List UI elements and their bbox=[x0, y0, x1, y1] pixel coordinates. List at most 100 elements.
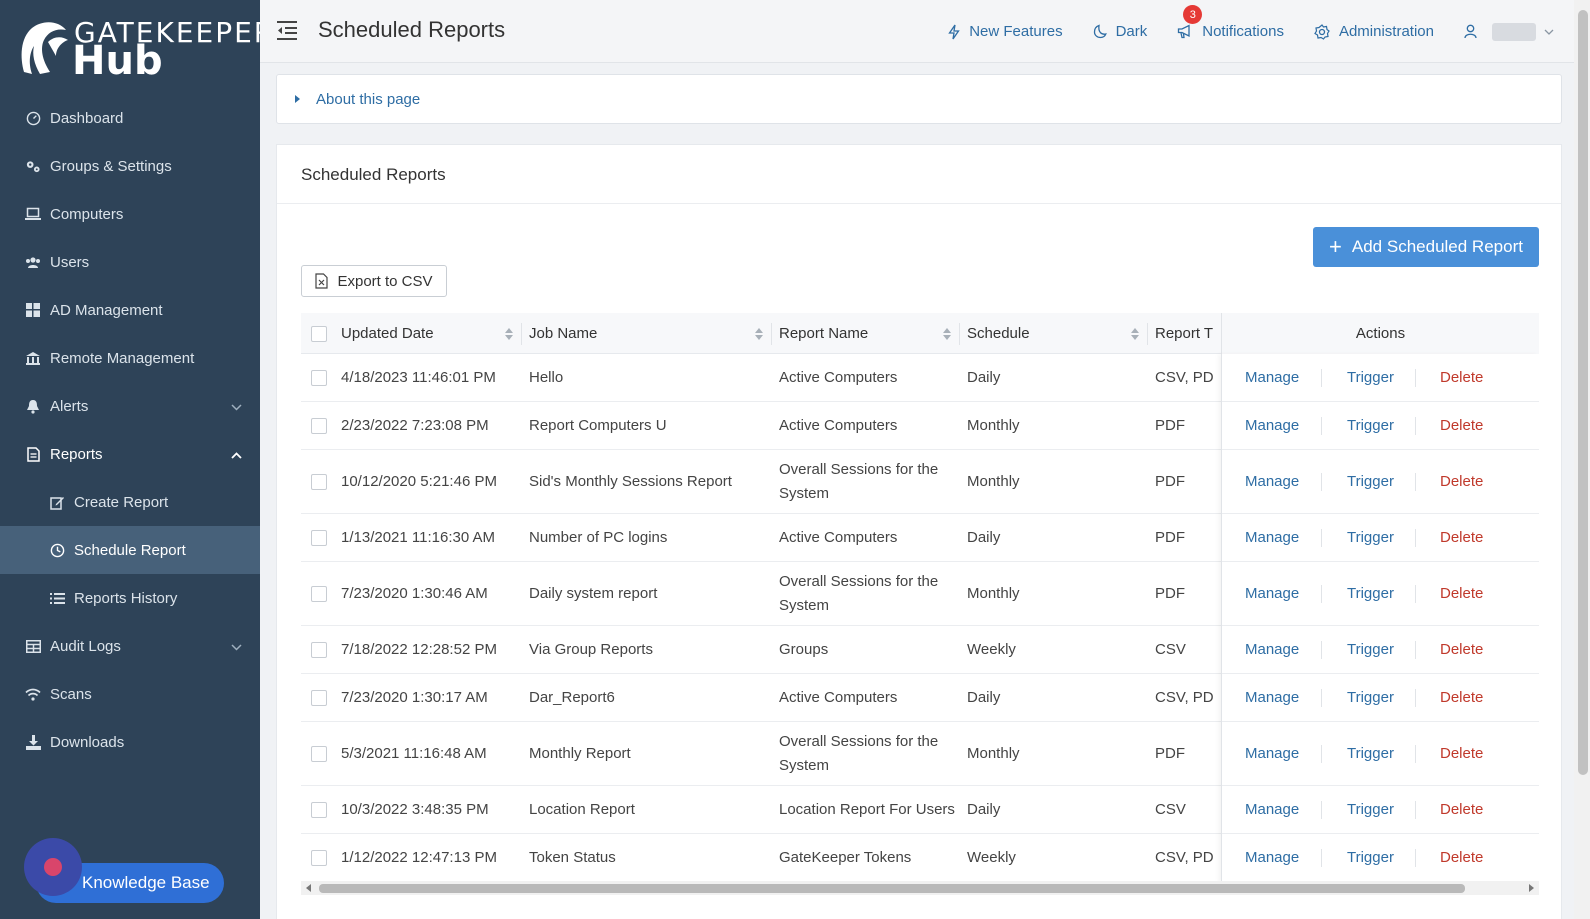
manage-link[interactable]: Manage bbox=[1245, 416, 1300, 434]
row-checkbox[interactable] bbox=[311, 402, 327, 449]
cell-job-name: Sid's Monthly Sessions Report bbox=[529, 472, 732, 490]
sidebar-item-label: Users bbox=[50, 253, 90, 271]
export-to-csv-button[interactable]: Export to CSV bbox=[301, 265, 447, 297]
table-icon bbox=[24, 637, 42, 655]
delete-link[interactable]: Delete bbox=[1440, 640, 1484, 658]
vertical-scrollbar[interactable] bbox=[1574, 0, 1590, 919]
trigger-link[interactable]: Trigger bbox=[1347, 744, 1394, 762]
administration-link[interactable]: Administration bbox=[1314, 23, 1434, 40]
delete-link[interactable]: Delete bbox=[1440, 688, 1484, 706]
manage-link[interactable]: Manage bbox=[1245, 472, 1300, 490]
row-checkbox[interactable] bbox=[311, 514, 327, 561]
sidebar-item-schedule-report[interactable]: Schedule Report bbox=[0, 526, 260, 574]
cell-schedule: Monthly bbox=[967, 584, 1020, 602]
sidebar-item-groups-settings[interactable]: Groups & Settings bbox=[0, 142, 260, 190]
delete-link[interactable]: Delete bbox=[1440, 848, 1484, 866]
row-checkbox[interactable] bbox=[311, 674, 327, 721]
manage-link[interactable]: Manage bbox=[1245, 744, 1300, 762]
delete-link[interactable]: Delete bbox=[1440, 584, 1484, 602]
user-icon bbox=[1464, 24, 1477, 39]
sidebar-item-reports[interactable]: Reports bbox=[0, 430, 260, 478]
gatekeeper-hub-logo[interactable]: GATEKEEPER Hub bbox=[18, 14, 273, 84]
sidebar-item-users[interactable]: Users bbox=[0, 238, 260, 286]
scrollbar-thumb[interactable] bbox=[319, 884, 1465, 893]
new-features-link[interactable]: New Features bbox=[948, 23, 1063, 40]
trigger-link[interactable]: Trigger bbox=[1347, 800, 1394, 818]
delete-link[interactable]: Delete bbox=[1440, 744, 1484, 762]
sidebar-item-reports-history[interactable]: Reports History bbox=[0, 574, 260, 622]
cell-updated-date: 10/3/2022 3:48:35 PM bbox=[341, 800, 489, 818]
delete-link[interactable]: Delete bbox=[1440, 416, 1484, 434]
trigger-link[interactable]: Trigger bbox=[1347, 368, 1394, 386]
scrollbar-thumb[interactable] bbox=[1578, 10, 1588, 775]
knowledge-base-widget[interactable]: Knowledge Base bbox=[24, 838, 234, 903]
sidebar-item-alerts[interactable]: Alerts bbox=[0, 382, 260, 430]
delete-link[interactable]: Delete bbox=[1440, 472, 1484, 490]
column-report-type[interactable]: Report T bbox=[1155, 313, 1221, 354]
row-checkbox[interactable] bbox=[311, 450, 327, 513]
manage-link[interactable]: Manage bbox=[1245, 528, 1300, 546]
sidebar-item-remote-management[interactable]: Remote Management bbox=[0, 334, 260, 382]
delete-link[interactable]: Delete bbox=[1440, 800, 1484, 818]
trigger-link[interactable]: Trigger bbox=[1347, 688, 1394, 706]
about-this-page-toggle[interactable]: About this page bbox=[276, 74, 1562, 124]
help-widget-icon[interactable] bbox=[24, 838, 82, 896]
sidebar-item-dashboard[interactable]: Dashboard bbox=[0, 94, 260, 142]
cell-job-name: Via Group Reports bbox=[529, 640, 653, 658]
row-checkbox[interactable] bbox=[311, 786, 327, 833]
column-schedule[interactable]: Schedule bbox=[967, 313, 1147, 354]
sidebar-item-downloads[interactable]: Downloads bbox=[0, 718, 260, 766]
gear-icon bbox=[1314, 23, 1330, 40]
row-checkbox[interactable] bbox=[311, 354, 327, 401]
manage-link[interactable]: Manage bbox=[1245, 688, 1300, 706]
sidebar-item-computers[interactable]: Computers bbox=[0, 190, 260, 238]
scroll-right-arrow-icon[interactable] bbox=[1529, 884, 1534, 892]
table-row: 7/23/2020 1:30:17 AM Dar_Report6 Active Co… bbox=[301, 674, 1539, 722]
sidebar-item-create-report[interactable]: Create Report bbox=[0, 478, 260, 526]
column-label: Report T bbox=[1155, 325, 1214, 342]
cell-updated-date: 4/18/2023 11:46:01 PM bbox=[341, 368, 496, 386]
manage-link[interactable]: Manage bbox=[1245, 584, 1300, 602]
delete-link[interactable]: Delete bbox=[1440, 528, 1484, 546]
manage-link[interactable]: Manage bbox=[1245, 848, 1300, 866]
row-checkbox[interactable] bbox=[311, 834, 327, 881]
cell-schedule: Monthly bbox=[967, 416, 1020, 434]
users-icon bbox=[24, 253, 42, 271]
cell-report-name: GateKeeper Tokens bbox=[779, 848, 912, 866]
card-title: Scheduled Reports bbox=[301, 165, 446, 184]
trigger-link[interactable]: Trigger bbox=[1347, 416, 1394, 434]
notifications-label: Notifications bbox=[1202, 23, 1284, 40]
table-row: 2/23/2022 7:23:08 PM Report Computers U Ac… bbox=[301, 402, 1539, 450]
sidebar-item-ad-management[interactable]: AD Management bbox=[0, 286, 260, 334]
row-checkbox[interactable] bbox=[311, 722, 327, 785]
table-row: 7/18/2022 12:28:52 PM Via Group Reports Gr… bbox=[301, 626, 1539, 674]
cell-report-name: Active Computers bbox=[779, 368, 898, 386]
row-checkbox[interactable] bbox=[311, 562, 327, 625]
trigger-link[interactable]: Trigger bbox=[1347, 472, 1394, 490]
add-scheduled-report-button[interactable]: + Add Scheduled Report bbox=[1313, 227, 1539, 267]
trigger-link[interactable]: Trigger bbox=[1347, 584, 1394, 602]
sidebar-item-scans[interactable]: Scans bbox=[0, 670, 260, 718]
column-job-name[interactable]: Job Name bbox=[529, 313, 771, 354]
cell-job-name: Report Computers U bbox=[529, 416, 667, 434]
manage-link[interactable]: Manage bbox=[1245, 640, 1300, 658]
menu-collapse-icon[interactable] bbox=[276, 20, 298, 44]
dark-mode-toggle[interactable]: Dark bbox=[1093, 23, 1147, 40]
cell-schedule: Daily bbox=[967, 688, 1001, 706]
row-checkbox[interactable] bbox=[311, 626, 327, 673]
select-all-checkbox[interactable] bbox=[311, 313, 327, 354]
trigger-link[interactable]: Trigger bbox=[1347, 528, 1394, 546]
horizontal-scrollbar[interactable] bbox=[301, 881, 1539, 895]
notifications-link[interactable]: 3 Notifications bbox=[1177, 5, 1284, 40]
scroll-left-arrow-icon[interactable] bbox=[306, 884, 311, 892]
trigger-link[interactable]: Trigger bbox=[1347, 848, 1394, 866]
delete-link[interactable]: Delete bbox=[1440, 368, 1484, 386]
manage-link[interactable]: Manage bbox=[1245, 800, 1300, 818]
user-menu[interactable] bbox=[1464, 22, 1554, 41]
column-report-name[interactable]: Report Name bbox=[779, 313, 959, 354]
cell-report-type: PDF bbox=[1155, 744, 1185, 762]
sidebar-item-audit-logs[interactable]: Audit Logs bbox=[0, 622, 260, 670]
trigger-link[interactable]: Trigger bbox=[1347, 640, 1394, 658]
manage-link[interactable]: Manage bbox=[1245, 368, 1300, 386]
column-updated-date[interactable]: Updated Date bbox=[341, 313, 521, 354]
